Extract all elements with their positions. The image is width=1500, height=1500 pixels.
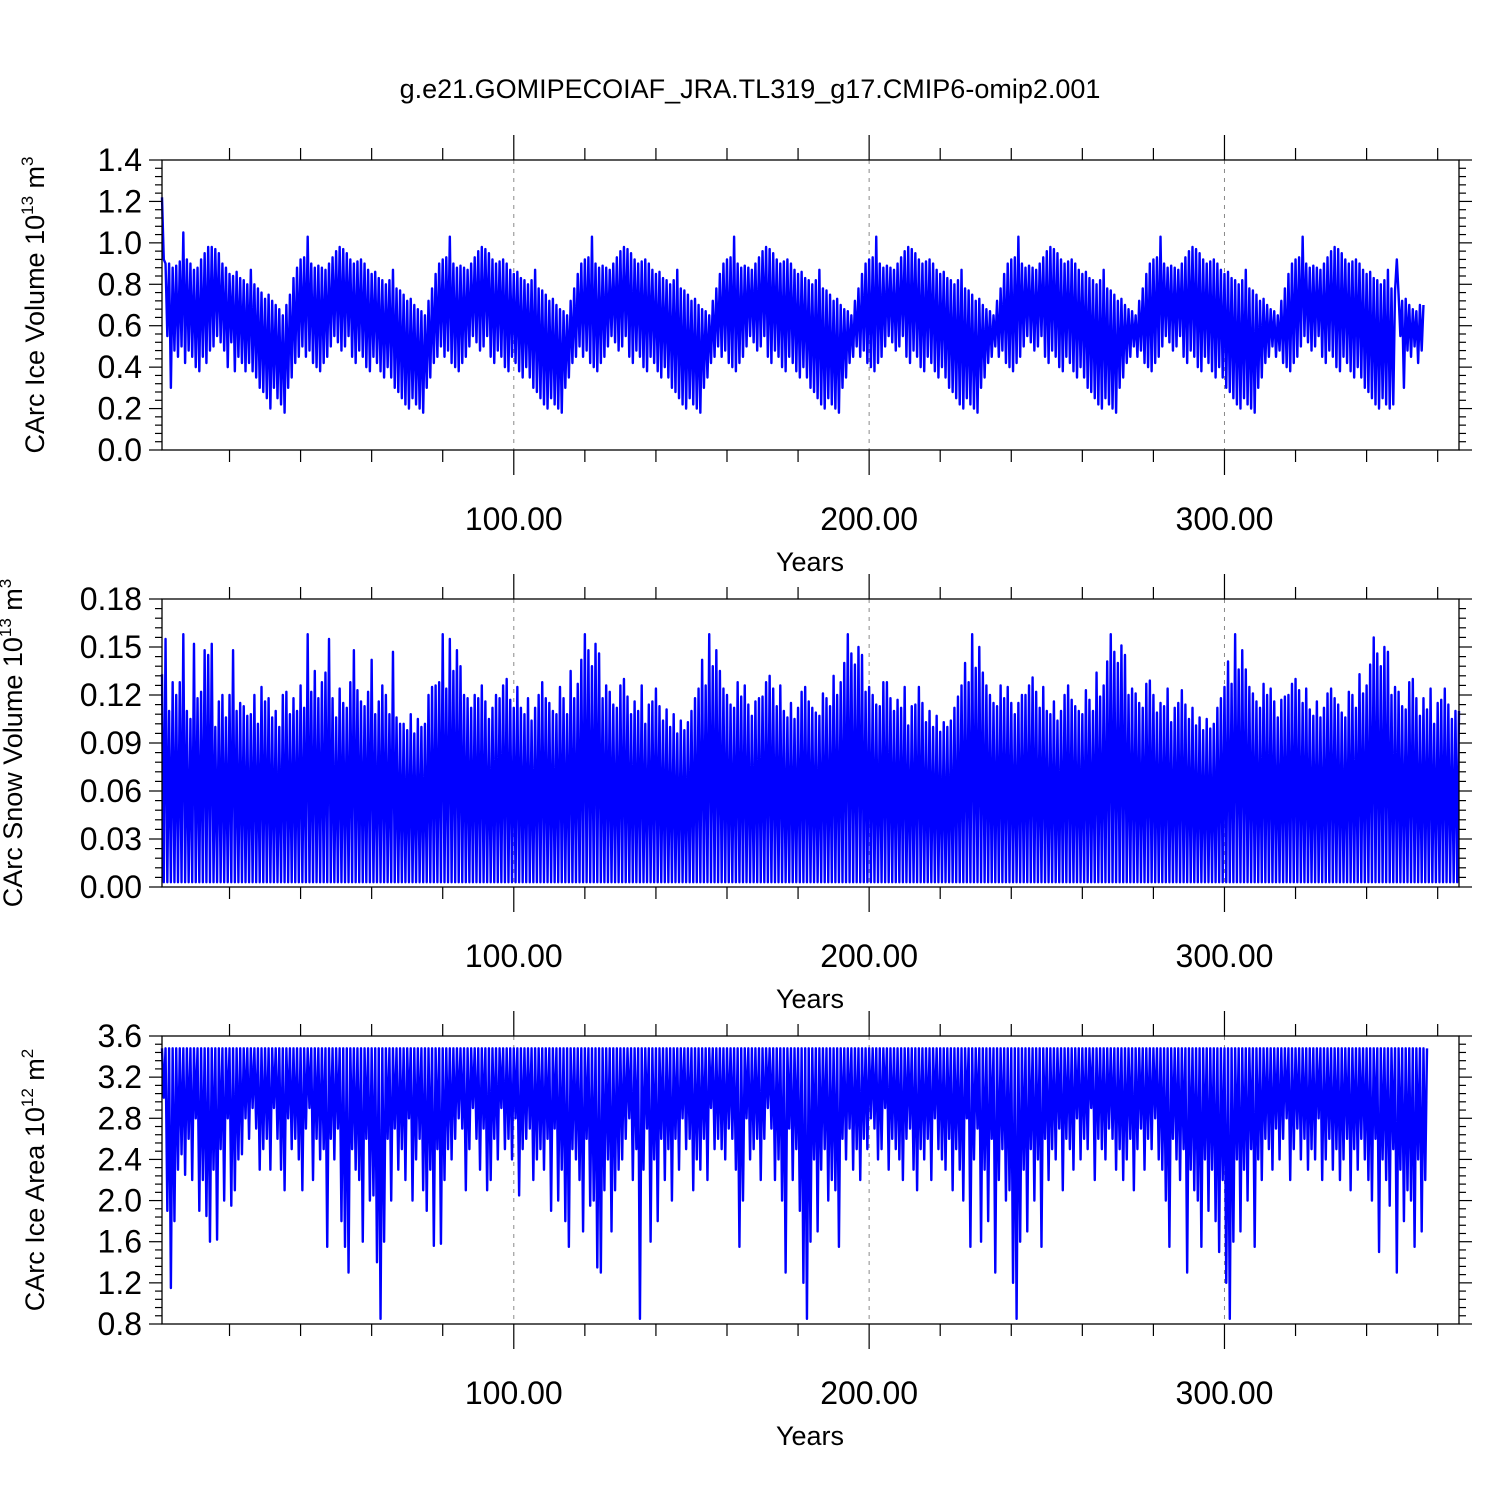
y-tick-label: 1.6: [98, 1224, 142, 1260]
y-tick-label: 0.0: [98, 432, 142, 468]
x-tick-label: 100.00: [465, 501, 563, 537]
y-tick-label: 0.2: [98, 391, 142, 427]
chart-panels: 0.0 0.2 0.4 0.6 0.8 1.0 1.2 1.4 100.00 200.00 300.…: [0, 135, 1472, 1451]
y-tick-label: 0.18: [80, 581, 142, 617]
y-tick-label: 0.09: [80, 725, 142, 761]
y-tick-label: 0.12: [80, 677, 142, 713]
x-tick-label: 100.00: [465, 938, 563, 974]
y-tick-label: 3.6: [98, 1018, 142, 1054]
y-axis-label: CArc Ice Volume 1013 m3: [18, 156, 50, 453]
series-line: [160, 1047, 1429, 1321]
y-tick-label: 2.0: [98, 1183, 142, 1219]
x-tick-label: 200.00: [820, 501, 918, 537]
chart-title: g.e21.GOMIPECOIAF_JRA.TL319_g17.CMIP6-om…: [400, 74, 1101, 104]
chart-panel-2: 0.00 0.03 0.06 0.09 0.12 0.15 0.18 100.00 200.00…: [0, 574, 1472, 1014]
x-tick-label: 300.00: [1176, 1375, 1274, 1411]
chart-panel-1: 0.0 0.2 0.4 0.6 0.8 1.0 1.2 1.4 100.00 200.00 300.…: [18, 135, 1472, 577]
chart-panel-3: 0.8 1.2 1.6 2.0 2.4 2.8 3.2 3.6 100.00 200.00 300.…: [18, 1011, 1472, 1451]
y-tick-label: 0.00: [80, 869, 142, 905]
x-axis-label: Years: [776, 984, 844, 1014]
x-axis-label: Years: [776, 1421, 844, 1451]
x-tick-label: 300.00: [1176, 501, 1274, 537]
plot-frame: [161, 159, 1460, 451]
series-line: [160, 633, 1461, 884]
y-tick-label: 1.0: [98, 225, 142, 261]
y-tick-label: 0.15: [80, 629, 142, 665]
plot-frame: [161, 1035, 1460, 1325]
y-tick-label: 3.2: [98, 1059, 142, 1095]
y-axis-label: CArc Ice Area 1012 m2: [18, 1049, 50, 1312]
y-tick-label: 0.06: [80, 773, 142, 809]
y-tick-label: 1.2: [98, 183, 142, 219]
x-tick-label: 200.00: [820, 1375, 918, 1411]
y-axis-label: CArc Snow Volume 1013 m3: [0, 579, 28, 908]
x-tick-label: 100.00: [465, 1375, 563, 1411]
y-tick-label: 0.8: [98, 1306, 142, 1342]
series-line: [160, 197, 1425, 414]
x-axis-label: Years: [776, 547, 844, 577]
x-tick-label: 300.00: [1176, 938, 1274, 974]
y-tick-label: 0.8: [98, 266, 142, 302]
y-tick-label: 0.03: [80, 821, 142, 857]
x-tick-label: 200.00: [820, 938, 918, 974]
y-tick-label: 0.6: [98, 308, 142, 344]
y-tick-label: 1.2: [98, 1265, 142, 1301]
y-tick-label: 0.4: [98, 349, 142, 385]
y-tick-label: 1.4: [98, 142, 142, 178]
y-tick-label: 2.4: [98, 1141, 142, 1177]
y-tick-label: 2.8: [98, 1100, 142, 1136]
